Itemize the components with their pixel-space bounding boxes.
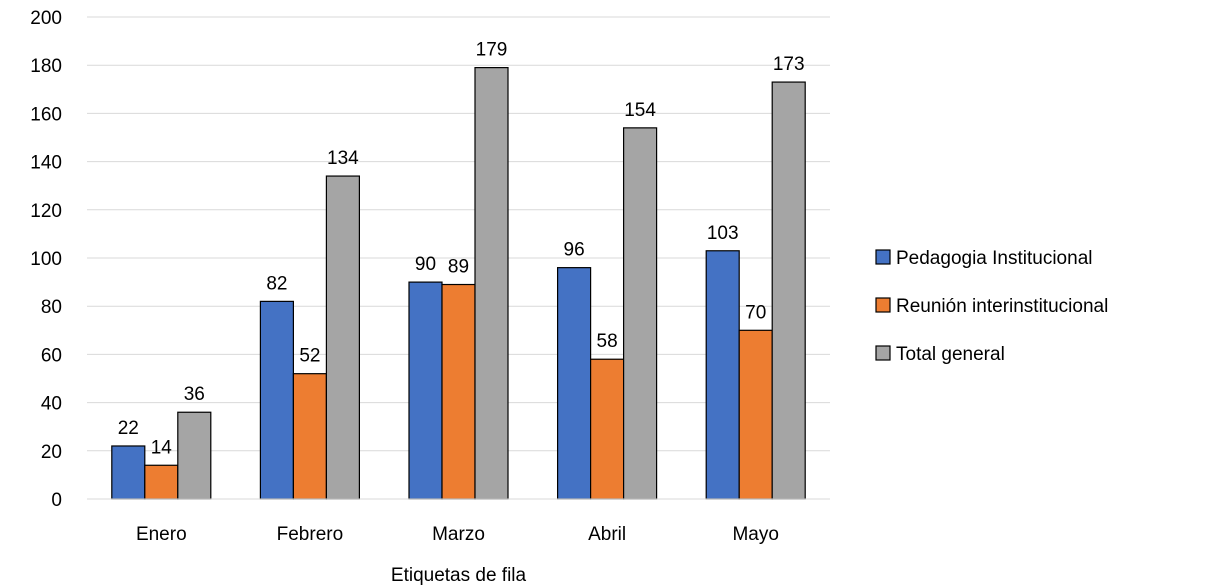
legend: Pedagogia Institucional Reunión interinst… (875, 248, 1108, 365)
data-label: 70 (745, 302, 766, 323)
data-label: 103 (707, 223, 739, 244)
bar (144, 464, 179, 500)
legend-label: Pedagogia Institucional (896, 248, 1092, 269)
x-tick-label: Mayo (732, 524, 778, 545)
y-tick-label: 100 (30, 249, 62, 270)
x-axis-title: Etiquetas de fila (391, 565, 527, 586)
bar (259, 300, 294, 500)
bar (474, 67, 509, 500)
y-tick-label: 20 (41, 442, 62, 463)
data-label: 58 (597, 331, 618, 352)
data-label: 154 (624, 100, 656, 121)
data-label: 36 (184, 384, 205, 405)
y-tick-label: 160 (30, 104, 62, 125)
data-label: 82 (266, 273, 287, 294)
bar (589, 358, 625, 500)
y-tick-label: 80 (41, 297, 62, 318)
bar (408, 281, 443, 500)
y-tick-label: 140 (30, 153, 62, 174)
x-tick-label: Enero (136, 524, 187, 545)
legend-swatch (875, 345, 891, 361)
bar (292, 373, 327, 500)
data-label: 179 (476, 40, 508, 61)
y-tick-label: 0 (51, 490, 62, 511)
bar (622, 127, 658, 500)
bar (177, 411, 212, 500)
data-label: 96 (564, 240, 585, 261)
y-tick-label: 120 (30, 201, 62, 222)
data-label: 52 (299, 346, 320, 367)
bar (771, 81, 806, 500)
bar (556, 267, 592, 500)
x-tick-label: Febrero (277, 524, 344, 545)
bar (738, 329, 773, 500)
legend-swatch (875, 297, 891, 313)
data-label: 22 (118, 418, 139, 439)
data-label: 90 (415, 254, 436, 275)
legend-swatch (875, 249, 891, 265)
y-tick-label: 40 (41, 394, 62, 415)
y-tick-label: 180 (30, 56, 62, 77)
bar (111, 445, 146, 500)
y-axis-ticks: 0 20 40 60 80 100 120 140 160 180 200 (30, 8, 62, 511)
data-labels: 22 14 36 82 52 134 90 89 179 96 58 154 103 70 173 (118, 40, 805, 459)
bars (111, 67, 806, 500)
data-label: 134 (327, 148, 359, 169)
x-tick-label: Marzo (432, 524, 485, 545)
x-axis-ticks: Enero Febrero Marzo Abril Mayo (136, 524, 779, 545)
bar (705, 250, 740, 500)
y-tick-label: 200 (30, 8, 62, 29)
data-label: 89 (448, 257, 469, 278)
legend-label: Total general (896, 344, 1005, 365)
data-label: 173 (773, 54, 805, 75)
gridlines (87, 16, 830, 452)
y-tick-label: 60 (41, 345, 62, 366)
legend-label: Reunión interinstitucional (896, 296, 1108, 317)
x-tick-label: Abril (588, 524, 626, 545)
data-label: 14 (151, 437, 173, 458)
bar (325, 175, 360, 500)
bar (441, 283, 476, 500)
